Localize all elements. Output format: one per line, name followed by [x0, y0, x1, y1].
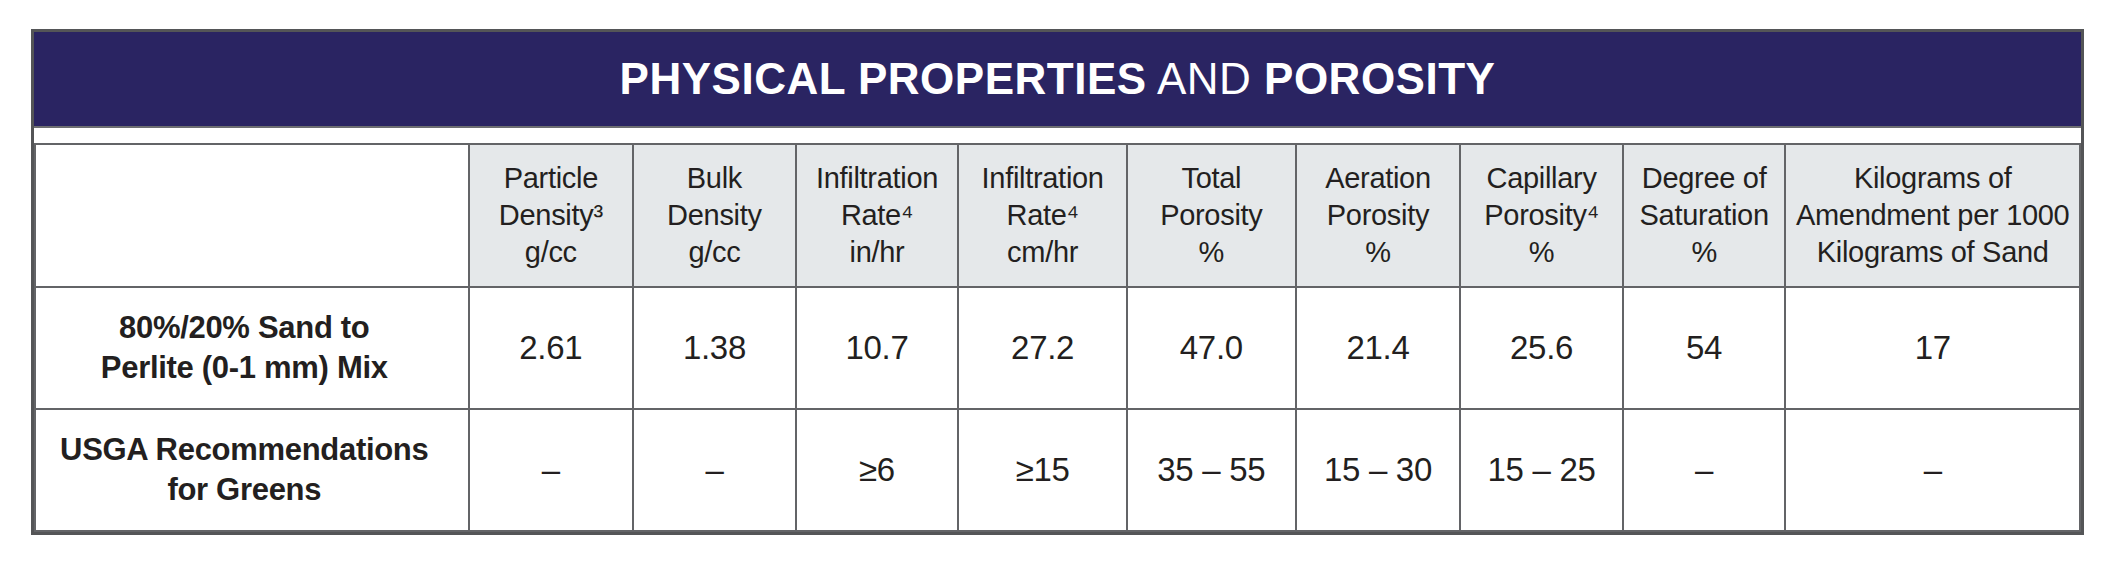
cell-usga-infiltration-rate-cm: ≥15	[958, 409, 1127, 531]
column-header-infiltration-rate-cm: Infiltration Rate⁴ cm/hr	[958, 144, 1127, 287]
cell-mix-infiltration-rate-cm: 27.2	[958, 287, 1127, 409]
title-table-gap	[34, 128, 2081, 143]
title-part-physical-properties: PHYSICAL PROPERTIES	[620, 54, 1147, 104]
column-header-infiltration-rate-in: Infiltration Rate⁴ in/hr	[796, 144, 959, 287]
cell-usga-particle-density: –	[469, 409, 634, 531]
cell-usga-kilograms-amendment: –	[1785, 409, 2080, 531]
physical-properties-table: PHYSICAL PROPERTIES AND POROSITY Particl…	[31, 29, 2084, 535]
cell-mix-bulk-density: 1.38	[633, 287, 796, 409]
cell-mix-aeration-porosity: 21.4	[1296, 287, 1461, 409]
table-title-band: PHYSICAL PROPERTIES AND POROSITY	[34, 32, 2081, 128]
cell-mix-particle-density: 2.61	[469, 287, 634, 409]
column-header-bulk-density: Bulk Density g/cc	[633, 144, 796, 287]
row-label-usga-recommendations: USGA Recommendations for Greens	[35, 409, 469, 531]
table-row-usga-recommendations: USGA Recommendations for Greens – – ≥6 ≥…	[35, 409, 2080, 531]
cell-usga-degree-of-saturation: –	[1623, 409, 1786, 531]
header-row: Particle Density³ g/cc Bulk Density g/cc…	[35, 144, 2080, 287]
cell-usga-infiltration-rate-in: ≥6	[796, 409, 959, 531]
column-header-kilograms-amendment: Kilograms of Amendment per 1000 Kilogram…	[1785, 144, 2080, 287]
cell-mix-capillary-porosity: 25.6	[1460, 287, 1623, 409]
properties-data-grid: Particle Density³ g/cc Bulk Density g/cc…	[34, 143, 2081, 532]
table-row-sand-perlite-mix: 80%/20% Sand to Perlite (0-1 mm) Mix 2.6…	[35, 287, 2080, 409]
cell-mix-degree-of-saturation: 54	[1623, 287, 1786, 409]
row-label-sand-perlite-mix: 80%/20% Sand to Perlite (0-1 mm) Mix	[35, 287, 469, 409]
cell-mix-total-porosity: 47.0	[1127, 287, 1296, 409]
title-part-porosity: POROSITY	[1264, 54, 1495, 104]
cell-mix-infiltration-rate-in: 10.7	[796, 287, 959, 409]
cell-usga-aeration-porosity: 15 – 30	[1296, 409, 1461, 531]
column-header-total-porosity: Total Porosity %	[1127, 144, 1296, 287]
cell-mix-kilograms-amendment: 17	[1785, 287, 2080, 409]
column-header-degree-of-saturation: Degree of Saturation %	[1623, 144, 1786, 287]
title-part-and: AND	[1147, 54, 1264, 104]
cell-usga-total-porosity: 35 – 55	[1127, 409, 1296, 531]
column-header-particle-density: Particle Density³ g/cc	[469, 144, 634, 287]
column-header-capillary-porosity: Capillary Porosity⁴ %	[1460, 144, 1623, 287]
cell-usga-capillary-porosity: 15 – 25	[1460, 409, 1623, 531]
cell-usga-bulk-density: –	[633, 409, 796, 531]
header-corner-empty	[35, 144, 469, 287]
column-header-aeration-porosity: Aeration Porosity %	[1296, 144, 1461, 287]
